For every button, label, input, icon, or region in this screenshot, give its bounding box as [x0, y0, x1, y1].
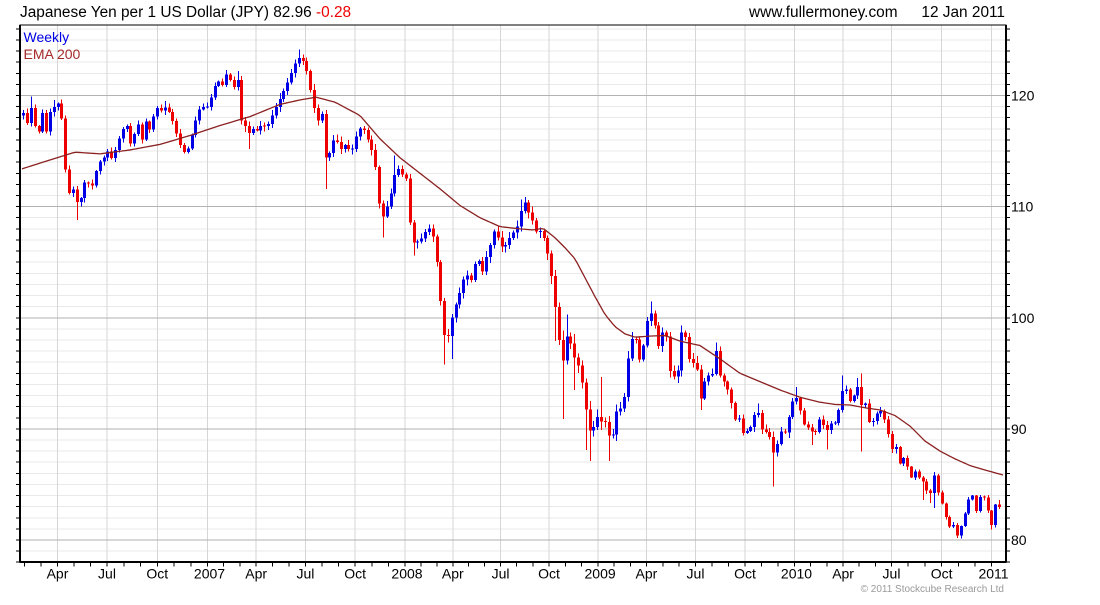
svg-text:Oct: Oct [538, 566, 560, 582]
svg-text:Oct: Oct [344, 566, 366, 582]
svg-text:Apr: Apr [636, 566, 658, 582]
svg-text:EMA 200: EMA 200 [24, 46, 81, 62]
svg-text:Jul: Jul [687, 566, 705, 582]
svg-text:Oct: Oct [146, 566, 168, 582]
svg-text:80: 80 [1011, 532, 1027, 548]
svg-text:2007: 2007 [194, 566, 225, 582]
svg-text:Apr: Apr [442, 566, 464, 582]
svg-text:Apr: Apr [47, 566, 69, 582]
svg-text:90: 90 [1011, 421, 1027, 437]
svg-text:Japanese Yen per 1 US Dollar (: Japanese Yen per 1 US Dollar (JPY) 82.96… [20, 4, 351, 21]
svg-text:Jul: Jul [98, 566, 116, 582]
svg-text:2009: 2009 [585, 566, 616, 582]
svg-text:© 2011 Stockcube Research Ltd: © 2011 Stockcube Research Ltd [861, 584, 1004, 595]
svg-text:Oct: Oct [931, 566, 953, 582]
svg-text:110: 110 [1011, 199, 1034, 215]
svg-text:www.fullermoney.com: www.fullermoney.com [748, 4, 898, 21]
svg-text:Weekly: Weekly [24, 29, 70, 45]
svg-text:Jul: Jul [492, 566, 510, 582]
svg-text:2008: 2008 [391, 566, 422, 582]
svg-text:100: 100 [1011, 310, 1035, 326]
svg-text:2010: 2010 [781, 566, 812, 582]
svg-text:12 Jan 2011: 12 Jan 2011 [921, 4, 1005, 21]
svg-text:Jul: Jul [296, 566, 314, 582]
svg-text:Apr: Apr [245, 566, 267, 582]
svg-text:Oct: Oct [734, 566, 756, 582]
svg-text:Jul: Jul [883, 566, 901, 582]
svg-text:120: 120 [1011, 88, 1035, 104]
svg-text:2011: 2011 [978, 566, 1008, 582]
svg-text:Apr: Apr [832, 566, 854, 582]
